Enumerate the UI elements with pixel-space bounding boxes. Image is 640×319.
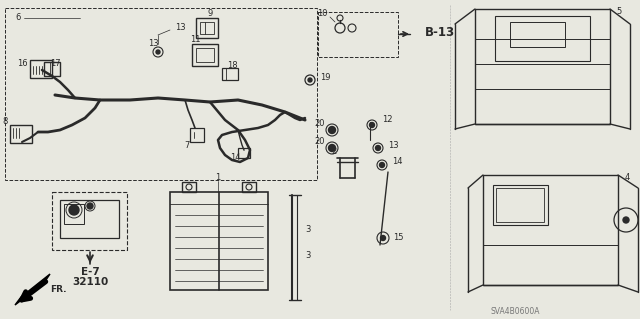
Bar	[196, 48, 214, 62]
Bar	[30, 60, 52, 78]
Circle shape	[623, 217, 629, 223]
Text: 17: 17	[50, 60, 60, 69]
Text: 7: 7	[184, 140, 189, 150]
Text: SVA4B0600A: SVA4B0600A	[490, 308, 540, 316]
Bar	[238, 148, 250, 158]
Circle shape	[328, 145, 335, 152]
Bar	[475, 9, 610, 124]
Bar	[52, 192, 127, 250]
Text: 16: 16	[17, 60, 28, 69]
Text: 8: 8	[3, 117, 8, 127]
Bar	[170, 192, 268, 290]
Text: 9: 9	[207, 10, 212, 19]
Text: 13: 13	[148, 40, 158, 48]
Text: 19: 19	[320, 73, 330, 83]
Text: 3: 3	[305, 250, 310, 259]
Bar	[196, 18, 218, 38]
Text: 6: 6	[15, 13, 20, 23]
Bar	[496, 188, 544, 222]
Bar	[5, 8, 317, 180]
Text: 14: 14	[392, 158, 403, 167]
Circle shape	[69, 205, 79, 215]
Text: FR.: FR.	[50, 286, 67, 294]
Text: B-13: B-13	[425, 26, 455, 39]
Text: 1: 1	[216, 174, 221, 182]
Circle shape	[381, 235, 385, 241]
Text: 18: 18	[227, 61, 237, 70]
Text: 11: 11	[189, 35, 200, 44]
Text: 3: 3	[305, 226, 310, 234]
Circle shape	[369, 122, 374, 128]
Circle shape	[328, 127, 335, 133]
Bar	[242, 182, 256, 192]
Text: 5: 5	[617, 8, 622, 17]
Text: E-7: E-7	[81, 267, 99, 277]
Circle shape	[308, 78, 312, 82]
Circle shape	[156, 50, 160, 54]
Bar	[60, 200, 119, 238]
Polygon shape	[15, 274, 50, 305]
Text: 13: 13	[175, 24, 186, 33]
Bar	[495, 16, 590, 61]
Bar	[190, 128, 204, 142]
Text: 32110: 32110	[72, 277, 108, 287]
Text: 14: 14	[230, 153, 240, 162]
Text: 10: 10	[317, 10, 327, 19]
Bar	[510, 22, 565, 47]
Circle shape	[87, 203, 93, 209]
Bar	[192, 44, 218, 66]
Bar	[182, 182, 196, 192]
Bar	[483, 175, 618, 285]
Text: 15: 15	[393, 234, 403, 242]
Text: 2: 2	[332, 147, 337, 157]
Bar	[44, 62, 60, 76]
Bar	[200, 22, 214, 34]
Text: 12: 12	[382, 115, 392, 124]
Bar	[64, 204, 84, 224]
Circle shape	[376, 145, 381, 151]
Bar	[318, 12, 398, 57]
Text: 13: 13	[388, 140, 399, 150]
Text: 4: 4	[625, 174, 630, 182]
Bar	[493, 185, 548, 225]
Bar	[222, 68, 238, 80]
Text: 20: 20	[314, 120, 325, 129]
Text: 20: 20	[314, 137, 325, 146]
Bar	[10, 125, 32, 143]
Circle shape	[380, 162, 385, 167]
